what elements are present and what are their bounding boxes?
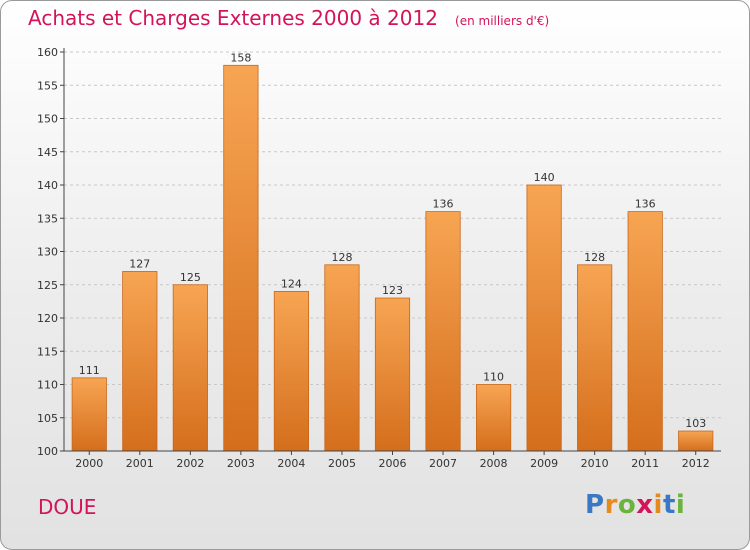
bar-value-label: 125 [180, 271, 201, 284]
y-tick-label: 145 [37, 146, 58, 159]
y-tick-label: 140 [37, 179, 58, 192]
bar-value-label: 127 [129, 257, 150, 270]
bar-value-label: 111 [79, 364, 100, 377]
x-tick-label: 2010 [581, 457, 609, 470]
y-tick-label: 100 [37, 445, 58, 458]
x-tick-label: 2004 [277, 457, 305, 470]
x-tick-label: 2003 [227, 457, 255, 470]
bar [122, 271, 158, 452]
logo-letter: P [585, 490, 605, 520]
logo-letter: i [653, 490, 663, 520]
y-axis-ticks: 100 105 110 115 120 125 130 135 140 145 150 155 160 [37, 46, 64, 458]
y-tick-label: 120 [37, 312, 58, 325]
bar [577, 264, 613, 452]
x-tick-label: 2005 [328, 457, 356, 470]
bar [324, 264, 360, 452]
logo-letter: r [604, 490, 618, 520]
bar [627, 211, 663, 452]
bar-value-label: 103 [685, 417, 706, 430]
x-tick-label: 2008 [480, 457, 508, 470]
x-tick-label: 2000 [75, 457, 103, 470]
bar-value-label: 158 [230, 51, 251, 64]
bar-value-label: 140 [534, 171, 555, 184]
bar [71, 377, 107, 452]
y-tick-label: 130 [37, 246, 58, 259]
bar [425, 211, 461, 452]
bar-value-label: 136 [635, 198, 656, 211]
bar-value-label: 136 [433, 198, 454, 211]
y-tick-label: 150 [37, 113, 58, 126]
y-tick-label: 155 [37, 79, 58, 92]
y-tick-label: 105 [37, 412, 58, 425]
chart-subtitle: (en milliers d'€) [455, 14, 550, 28]
chart-title: Achats et Charges Externes 2000 à 2012 [28, 6, 438, 30]
bar [172, 284, 208, 452]
bar [475, 384, 512, 452]
bar [273, 290, 310, 452]
bar-value-label: 128 [584, 251, 605, 264]
bar [678, 430, 714, 452]
bar [223, 64, 259, 452]
bar-value-label: 128 [331, 251, 352, 264]
y-tick-label: 125 [37, 279, 58, 292]
x-tick-label: 2011 [631, 457, 659, 470]
proxiti-logo: Proxiti [585, 490, 685, 520]
x-tick-label: 2012 [682, 457, 710, 470]
bar [374, 297, 411, 452]
x-tick-label: 2007 [429, 457, 457, 470]
bar-value-label: 124 [281, 277, 302, 290]
x-tick-label: 2001 [126, 457, 154, 470]
bar-value-label: 110 [483, 371, 504, 384]
y-tick-label: 115 [37, 345, 58, 358]
axes [63, 48, 721, 452]
x-tick-label: 2002 [176, 457, 204, 470]
y-tick-label: 135 [37, 212, 58, 225]
x-tick-label: 2009 [530, 457, 558, 470]
commune-name: DOUE [38, 495, 97, 519]
logo-letter: x [636, 490, 654, 520]
x-tick-label: 2006 [379, 457, 407, 470]
bars: 111 127 125 158 124 128 123 136 110 140 128 136 103 [71, 51, 714, 452]
bar-value-label: 123 [382, 284, 403, 297]
x-axis-ticks: 2000 2001 2002 2003 2004 2005 2006 2007 2008 2009… [75, 451, 710, 470]
title-row: Achats et Charges Externes 2000 à 2012 (… [28, 6, 549, 30]
logo-letter: t [662, 490, 676, 520]
bar [526, 184, 562, 452]
logo-letter: o [617, 490, 637, 520]
y-tick-label: 160 [37, 46, 58, 59]
y-tick-label: 110 [37, 379, 58, 392]
logo-letter: i [675, 490, 686, 520]
